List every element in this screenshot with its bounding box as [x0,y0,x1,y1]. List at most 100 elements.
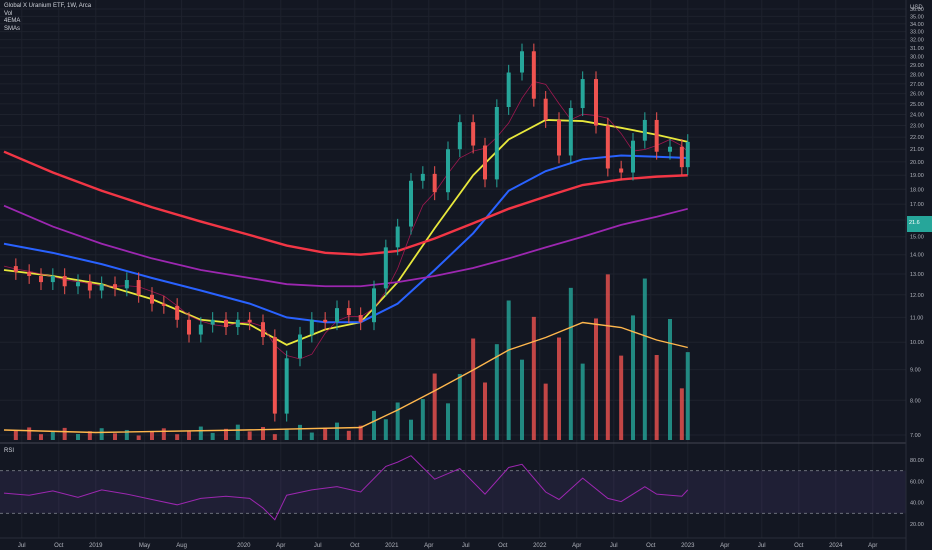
volume-bar [39,434,43,440]
rsi-label: RSI [4,448,14,454]
x-tick-label: May [139,543,150,549]
candle-body [284,358,289,414]
volume-bar [409,419,413,440]
candle-body [358,315,363,323]
y-tick-label: 23.00 [910,124,924,130]
volume-bar [76,434,80,440]
time-axis[interactable]: Jul Oct 2019 May Aug 2020 Apr Jul Oct 2021 Apr Jul O… [0,537,906,549]
volume-bar [99,428,104,440]
x-tick-label: Apr [276,543,285,549]
volume-bar [642,278,647,440]
volume-bar [543,383,548,440]
volume-bar [113,433,117,440]
y-tick-label: 27.00 [910,82,924,88]
y-tick-label: 19.00 [910,173,924,179]
candle-body [520,51,524,73]
rsi-band-fill [0,470,906,514]
candle-body [323,319,328,323]
candle-body [642,119,647,141]
candle-body [247,319,252,323]
volume-bar [224,428,228,440]
volume-bar [298,424,302,440]
candle-body [594,79,598,126]
volume-bar [272,434,277,440]
y-tick-label: 34.00 [910,22,924,28]
volume-bar [210,432,215,440]
x-tick-label: Oct [498,543,508,549]
volume-bar [506,300,511,440]
volume-bar [372,410,376,440]
candle-body [654,119,659,152]
volume-bar [27,427,32,440]
y-tick-label: 8.00 [910,398,921,404]
y-tick-label: 36.00 [910,7,924,13]
candle-body [309,319,314,335]
symbol-title[interactable]: Global X Uranium ETF, 1W, Arca [4,3,92,9]
x-tick-label: Aug [176,543,187,549]
candles [13,43,690,422]
candle-body [605,125,610,169]
indicator-vol[interactable]: Vol [4,10,13,17]
volume-bar [247,431,252,440]
volume-bar [50,430,55,440]
chart-legend: Global X Uranium ETF, 1W, Arca Vol 4EMA … [4,3,91,33]
y-tick-label: 28.00 [910,72,924,78]
candle-body [235,319,240,328]
x-tick-label: Jul [314,543,322,549]
y-tick-label: 7.00 [910,433,921,439]
y-tick-label: 20.00 [910,160,924,166]
volume-bar [335,422,339,440]
candle-body [494,106,499,180]
candle-body [409,180,413,227]
volume-bar [619,355,624,440]
volume-bar [580,363,585,440]
candle-body [543,98,548,120]
candle-body [346,308,351,316]
candle-body [483,145,487,180]
volume-bar [323,427,328,440]
x-tick-label: Jul [462,543,470,549]
x-tick-label: Apr [868,543,877,549]
y-tick-label: 18.00 [910,187,924,193]
indicator-smas[interactable]: SMAs [4,25,21,32]
rsi-tick-label: 20.00 [910,522,924,528]
volume-bar [679,388,684,440]
y-tick-label: 24.00 [910,112,924,118]
candle-body [685,141,690,168]
volume-bar [557,337,561,440]
rsi-pane [0,455,906,521]
last-price-bg [907,216,932,232]
volume-bar [432,373,437,440]
volume-bar [187,430,191,440]
candle-body [210,319,215,325]
indicator-4ema[interactable]: 4EMA [4,18,21,25]
candle-body [99,284,104,291]
candle-body [261,322,265,338]
sma-line-red [3,150,688,256]
candle-body [580,79,585,109]
y-tick-label: 21.00 [910,147,924,153]
candle-body [13,266,18,272]
volume-bar [494,344,499,440]
candle-body [679,146,684,168]
y-tick-label: 25.00 [910,102,924,108]
x-tick-label: Apr [572,543,581,549]
candle-body [668,146,672,152]
x-tick-label: Apr [720,543,729,549]
rsi-tick-label: 60.00 [910,479,924,485]
candle-body [471,122,476,146]
y-tick-label: 13.00 [910,272,924,278]
volume-bar [198,426,203,440]
candle-body [631,140,635,173]
volume-bar [457,374,462,440]
x-tick-label: 2021 [385,543,399,549]
volume-bar [175,434,180,440]
volume-bar [161,428,166,440]
candle-body [531,51,536,99]
x-tick-label: 2022 [533,543,547,549]
x-tick-label: Oct [54,543,64,549]
volume-bar [358,425,363,440]
y-tick-label: 32.00 [910,38,924,44]
